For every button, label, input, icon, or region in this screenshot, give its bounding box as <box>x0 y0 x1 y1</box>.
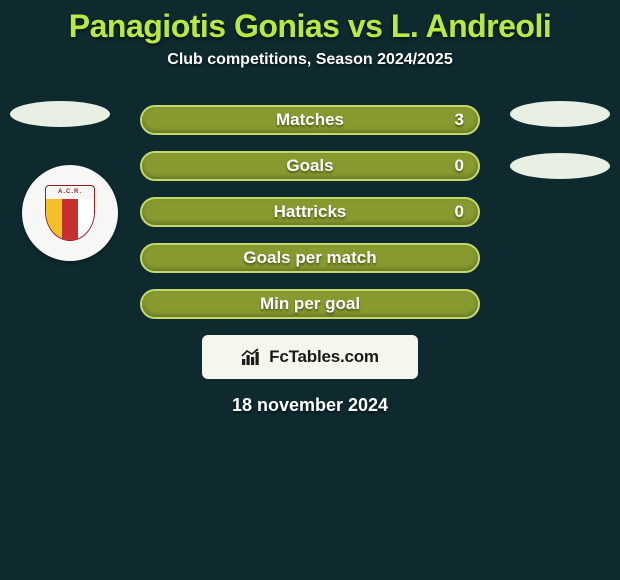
comparison-area: A.C.R. Matches 3 Goals 0 Hattricks 0 Goa… <box>0 105 620 416</box>
stat-row-goals: Goals 0 <box>140 151 480 181</box>
stat-value-right: 3 <box>455 110 464 130</box>
stat-row-goals-per-match: Goals per match <box>140 243 480 273</box>
stat-value-right: 0 <box>455 202 464 222</box>
stat-row-hattricks: Hattricks 0 <box>140 197 480 227</box>
stat-value-right: 0 <box>455 156 464 176</box>
stat-row-matches: Matches 3 <box>140 105 480 135</box>
team-crest: A.C.R. <box>45 185 95 241</box>
player-right-ellipse-1 <box>510 101 610 127</box>
page-title: Panagiotis Gonias vs L. Andreoli <box>0 0 620 45</box>
stat-label: Min per goal <box>260 294 360 314</box>
attribution-text: FcTables.com <box>269 347 379 367</box>
subtitle: Club competitions, Season 2024/2025 <box>0 51 620 69</box>
crest-stripe-1 <box>46 199 62 240</box>
bar-chart-icon <box>241 348 263 366</box>
stat-label: Hattricks <box>274 202 347 222</box>
footer-date: 18 november 2024 <box>0 395 620 416</box>
crest-stripe-2 <box>62 199 78 240</box>
crest-body <box>45 199 95 241</box>
stat-label: Goals per match <box>243 248 376 268</box>
player-right-ellipse-2 <box>510 153 610 179</box>
crest-stripe-3 <box>78 199 94 240</box>
stat-rows: Matches 3 Goals 0 Hattricks 0 Goals per … <box>140 105 480 319</box>
attribution-badge: FcTables.com <box>202 335 418 379</box>
crest-top-text: A.C.R. <box>45 185 95 199</box>
team-badge-left: A.C.R. <box>22 165 118 261</box>
player-left-ellipse <box>10 101 110 127</box>
stat-row-min-per-goal: Min per goal <box>140 289 480 319</box>
stat-label: Goals <box>286 156 333 176</box>
stat-label: Matches <box>276 110 344 130</box>
